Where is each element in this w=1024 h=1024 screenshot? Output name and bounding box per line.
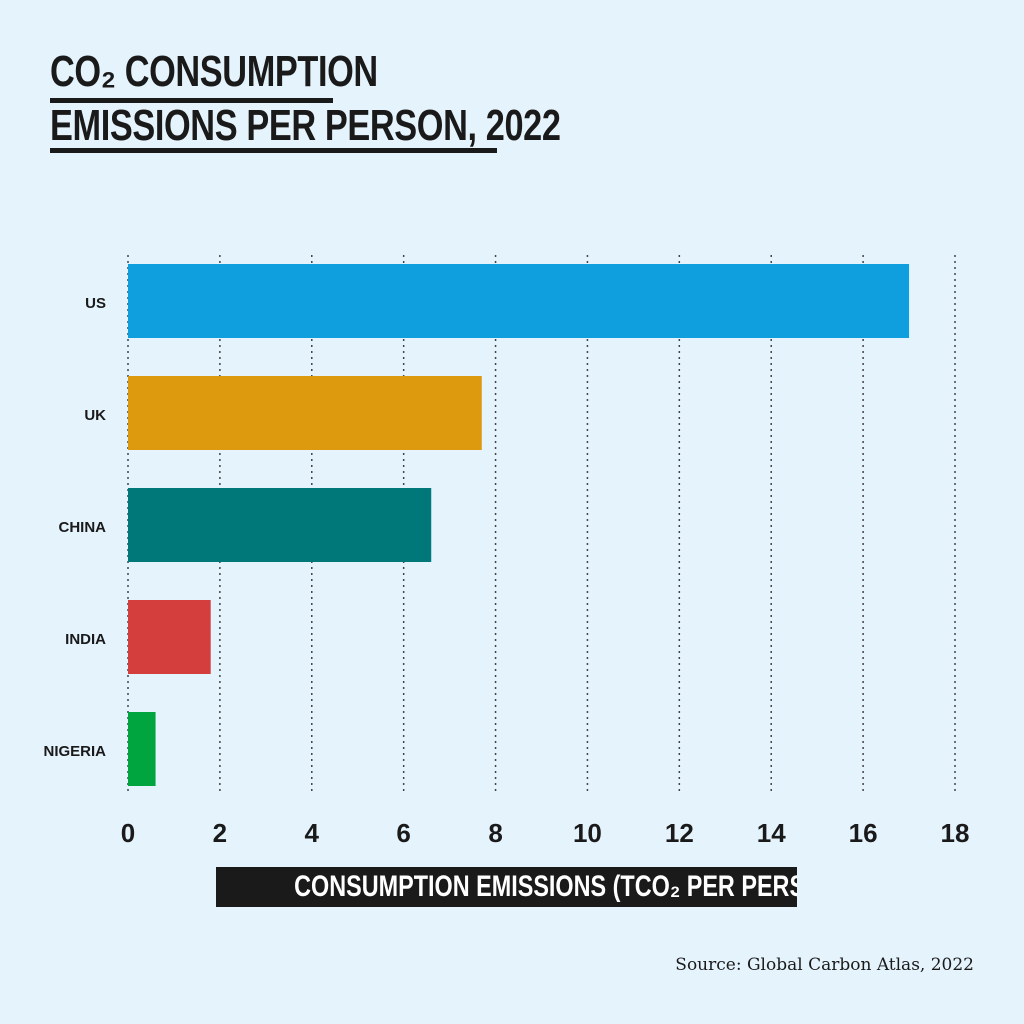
bar-us (128, 264, 910, 338)
x-tick-label: 4 (305, 818, 320, 848)
title-underline-1 (50, 98, 333, 103)
x-tick-label: 2 (213, 818, 227, 848)
y-tick-label: CHINA (59, 519, 107, 536)
x-tick-label: 14 (757, 818, 786, 848)
x-tick-label: 0 (121, 818, 135, 848)
y-tick-label: NIGERIA (43, 743, 106, 760)
x-tick-label: 16 (849, 818, 878, 848)
source-note: Source: Global Carbon Atlas, 2022 (675, 955, 974, 975)
bar-india (128, 600, 211, 674)
bar-uk (128, 376, 482, 450)
y-tick-label: INDIA (65, 631, 106, 648)
x-tick-label: 10 (573, 818, 602, 848)
x-tick-label: 12 (665, 818, 694, 848)
chart-title-line-1: CO₂ CONSUMPTION (50, 47, 378, 96)
y-tick-label: US (85, 295, 106, 312)
x-tick-label: 6 (396, 818, 410, 848)
x-tick-label: 8 (488, 818, 502, 848)
bar-china (128, 488, 432, 562)
title-underline-2 (50, 148, 497, 153)
chart-title-line-2: EMISSIONS PER PERSON, 2022 (50, 101, 561, 150)
bar-nigeria (128, 712, 156, 786)
y-tick-label: UK (84, 407, 106, 424)
x-axis-label: CONSUMPTION EMISSIONS (TCO₂ PER PERSON) (216, 867, 797, 907)
x-tick-label: 18 (941, 818, 970, 848)
x-axis-label-text: CONSUMPTION EMISSIONS (TCO₂ PER PERSON) (294, 870, 797, 903)
